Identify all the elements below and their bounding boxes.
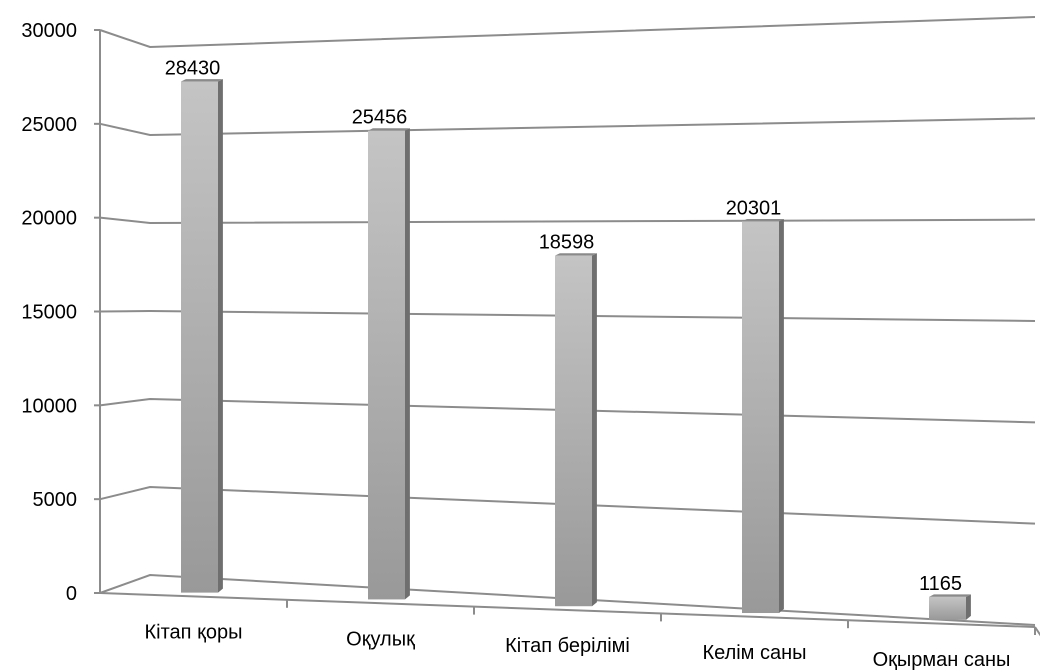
bar-side: [405, 128, 410, 600]
bar-2: [368, 128, 410, 600]
y-tick-label: 15000: [21, 302, 77, 324]
bar-front: [929, 596, 966, 620]
y-tick-label: 25000: [21, 114, 77, 136]
labels: 0 5000 10000 15000 20000 25000 30000 28430 Кітап…: [21, 20, 1010, 671]
category-label: Оқырман саны: [873, 649, 1011, 671]
bars: [181, 79, 971, 620]
data-label: 1165: [919, 573, 962, 595]
floor-edge: [1034, 626, 1040, 637]
gridline-10000: [99, 397, 1036, 424]
gridlines: [99, 16, 1036, 626]
category-label: Кітап қоры: [145, 622, 243, 644]
bar-side: [592, 253, 597, 607]
data-label: 20301: [726, 197, 782, 219]
bar-side: [779, 219, 784, 614]
gridline-5000: [99, 485, 1036, 525]
y-tick-label: 20000: [21, 208, 77, 230]
y-tick-label: 30000: [21, 20, 77, 42]
bar-3: [555, 253, 597, 607]
gridline-30000: [99, 16, 1036, 49]
y-tick-label: 10000: [21, 395, 77, 417]
category-label: Кітап берілімі: [505, 635, 630, 657]
bar-top: [742, 219, 784, 222]
bar-front: [555, 255, 592, 607]
gridline-0: [99, 573, 1036, 626]
bar-1: [181, 79, 223, 593]
bar-top: [929, 594, 971, 597]
category-label: Келім саны: [702, 642, 806, 664]
bar-side: [966, 594, 971, 620]
bar-top: [181, 79, 223, 82]
gridline-20000: [99, 216, 1036, 225]
bar-top: [555, 253, 597, 256]
bar-5: [929, 594, 971, 620]
data-label: 28430: [165, 58, 221, 80]
bar-front: [368, 130, 405, 600]
axes: [94, 29, 1040, 637]
category-label: Оқулық: [346, 628, 415, 650]
bar-front: [742, 221, 779, 614]
bar-side: [218, 79, 223, 593]
data-label: 18598: [539, 232, 595, 254]
y-tick-label: 5000: [33, 489, 78, 511]
gridline-25000: [99, 117, 1036, 137]
bar-front: [181, 81, 218, 593]
data-label: 25456: [352, 107, 408, 129]
bar-top: [368, 128, 410, 131]
gridline-15000: [99, 309, 1036, 322]
bar-4: [742, 219, 784, 614]
y-tick-label: 0: [66, 583, 77, 605]
x-axis-line: [99, 592, 1036, 628]
